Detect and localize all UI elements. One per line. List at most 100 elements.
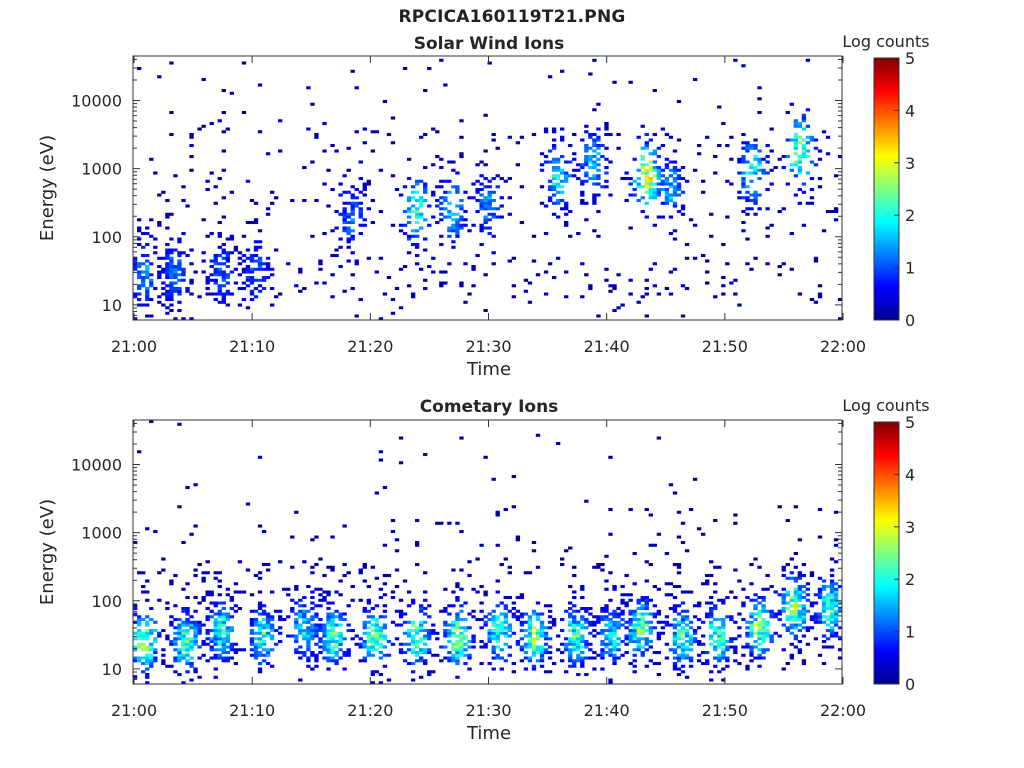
spectrogram-cell <box>414 234 420 238</box>
spectrogram-cell <box>217 648 222 652</box>
spectrogram-cell <box>145 629 150 633</box>
spectrogram-cell <box>402 210 408 214</box>
spectrogram-cell <box>306 618 311 622</box>
spectrogram-cell <box>584 146 589 150</box>
spectrogram-cell <box>503 634 508 638</box>
spectrogram-cell <box>757 609 762 613</box>
spectrogram-cell <box>398 436 404 440</box>
spectrogram-cell <box>479 229 484 233</box>
spectrogram-cell <box>705 135 710 139</box>
spectrogram-cell <box>733 651 738 655</box>
spectrogram-cell <box>326 607 331 611</box>
spectrogram-cell <box>310 629 315 633</box>
spectrogram-cell <box>294 648 299 652</box>
spectrogram-cell <box>680 664 686 668</box>
spectrogram-cell <box>229 596 235 600</box>
spectrogram-cell <box>797 618 803 622</box>
spectrogram-cell <box>576 609 581 613</box>
spectrogram-cell <box>753 196 758 200</box>
spectrogram-cell <box>157 295 162 299</box>
spectrogram-cell <box>797 609 803 613</box>
spectrogram-cell <box>568 659 573 663</box>
spectrogram-cell <box>451 656 456 660</box>
spectrogram-cell <box>829 210 835 214</box>
spectrogram-cell <box>177 267 182 271</box>
spectrogram-cell <box>757 168 762 172</box>
spectrogram-cell <box>374 618 380 622</box>
spectrogram-cell <box>781 667 786 671</box>
spectrogram-cell <box>805 587 811 591</box>
spectrogram-cell <box>608 678 613 682</box>
spectrogram-cell <box>495 543 500 547</box>
spectrogram-cell <box>604 604 609 608</box>
spectrogram-cell <box>193 483 198 487</box>
spectrogram-cell <box>249 276 255 280</box>
spectrogram-cell <box>672 171 678 175</box>
spectrogram-cell <box>564 670 569 674</box>
spectrogram-cell <box>133 607 138 611</box>
spectrogram-cell <box>769 615 774 619</box>
spectrogram-cell <box>668 168 674 172</box>
spectrogram-cell <box>543 626 549 630</box>
spectrogram-cell <box>177 637 182 641</box>
spectrogram-cell <box>221 612 226 616</box>
spectrogram-cell <box>213 637 218 641</box>
spectrogram-cell <box>797 538 803 542</box>
spectrogram-cell <box>177 309 182 313</box>
spectrogram-cell <box>672 585 678 589</box>
spectrogram-cell <box>745 207 750 211</box>
spectrogram-cell <box>261 530 267 534</box>
spectrogram-cell <box>531 549 537 553</box>
spectrogram-cell <box>696 527 702 531</box>
spectrogram-cell <box>314 587 319 591</box>
spectrogram-cell <box>833 612 839 616</box>
spectrogram-cell <box>249 640 255 644</box>
spectrogram-cell <box>249 593 255 597</box>
spectrogram-cell <box>624 604 629 608</box>
spectrogram-cell <box>221 623 226 627</box>
spectrogram-cell <box>596 234 601 238</box>
spectrogram-cell <box>487 61 492 65</box>
spectrogram-cell <box>338 618 343 622</box>
spectrogram-cell <box>696 626 702 630</box>
spectrogram-cell <box>588 287 593 291</box>
spectrogram-cell <box>173 273 178 277</box>
spectrogram-cell <box>672 662 678 666</box>
spectrogram-cell <box>322 642 327 646</box>
spectrogram-cell <box>314 626 319 630</box>
spectrogram-cell <box>676 565 682 569</box>
spectrogram-cell <box>495 656 500 660</box>
spectrogram-cell <box>390 620 396 624</box>
spectrogram-cell <box>294 620 299 624</box>
spectrogram-cell <box>491 623 496 627</box>
spectrogram-cell <box>455 596 460 600</box>
spectrogram-cell <box>729 640 734 644</box>
spectrogram-cell <box>580 295 585 299</box>
spectrogram-cell <box>793 193 798 197</box>
spectrogram-cell <box>713 645 718 649</box>
spectrogram-cell <box>620 609 625 613</box>
spectrogram-cell <box>370 648 376 652</box>
spectrogram-cell <box>439 281 444 285</box>
spectrogram-cell <box>350 629 355 633</box>
spectrogram-cell <box>447 215 452 219</box>
spectrogram-cell <box>628 612 633 616</box>
spectrogram-cell <box>584 174 589 178</box>
spectrogram-cell <box>358 659 363 663</box>
spectrogram-cell <box>797 598 803 602</box>
spectrogram-cell <box>177 651 182 655</box>
spectrogram-cell <box>217 634 222 638</box>
spectrogram-cell <box>628 623 633 627</box>
spectrogram-cell <box>721 598 726 602</box>
spectrogram-cell <box>149 314 154 318</box>
spectrogram-cell <box>817 618 823 622</box>
spectrogram-cell <box>781 623 786 627</box>
spectrogram-cell <box>459 281 464 285</box>
spectrogram-cell <box>423 185 428 189</box>
spectrogram-cell <box>439 58 444 62</box>
spectrogram-cell <box>721 626 726 630</box>
spectrogram-cell <box>672 667 678 671</box>
spectrogram-cell <box>753 604 758 608</box>
spectrogram-cell <box>318 618 323 622</box>
spectrogram-cell <box>588 157 593 161</box>
